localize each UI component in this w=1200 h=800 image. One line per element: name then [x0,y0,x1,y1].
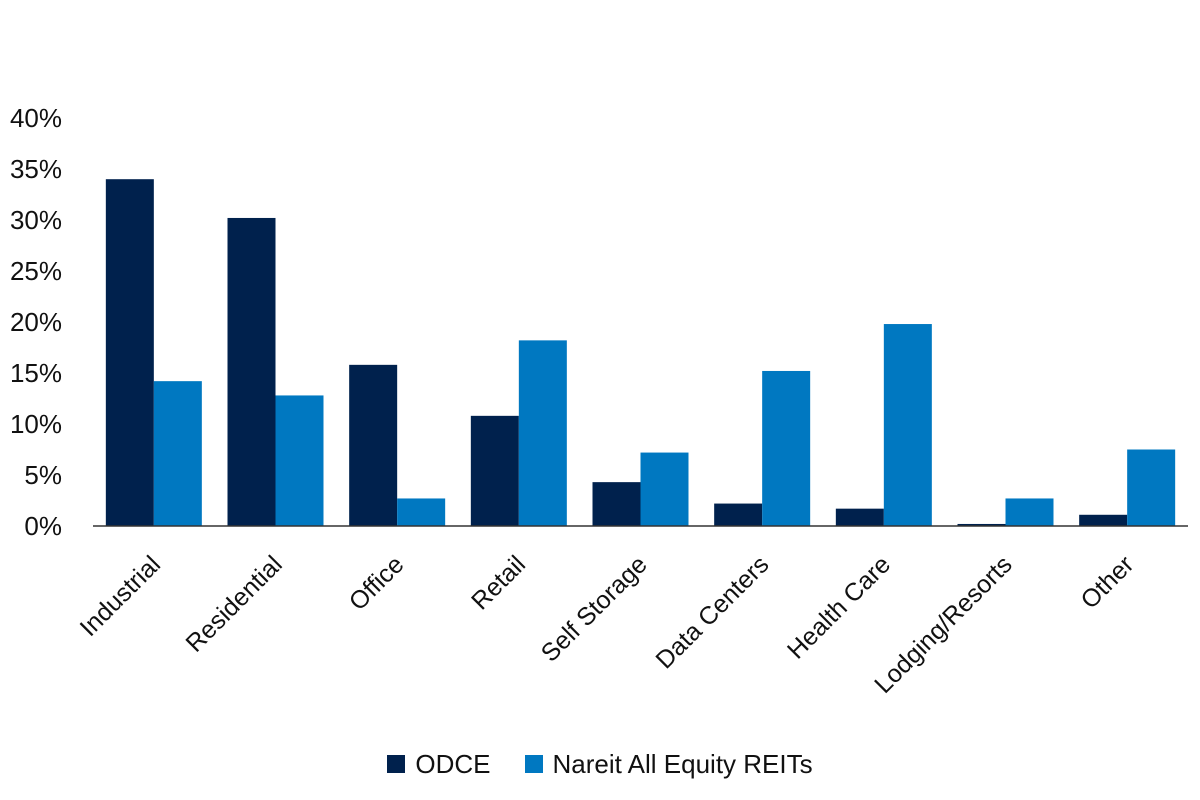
bar-nareit [1005,498,1054,526]
bar-odce [227,217,276,526]
x-axis: Industrial Residential Office Retail Self St… [75,550,1140,699]
bar-nareit [275,395,324,526]
y-tick-label: 15% [10,358,62,388]
legend-item-nareit: Nareit All Equity REITs [524,748,813,780]
bar-nareit [1127,449,1176,526]
y-tick-label: 30% [10,205,62,235]
y-tick-label: 10% [10,409,62,439]
bar-odce [470,415,519,526]
x-tick-label: Residential [180,550,287,657]
y-tick-label: 5% [24,460,62,490]
bar-nareit [397,498,446,526]
bar-odce [835,508,884,526]
y-tick-label: 35% [10,154,62,184]
bar-odce [592,482,641,526]
y-axis: 0% 5% 10% 15% 20% 25% 30% 35% 40% [10,103,62,541]
chart-canvas: 0% 5% 10% 15% 20% 25% 30% 35% 40% Industrial Resi… [10,103,1188,699]
bar-odce [714,503,763,526]
x-tick-label: Retail [466,550,531,615]
legend-swatch-nareit [524,755,543,773]
x-tick-label: Industrial [75,550,167,642]
legend-label-odce: ODCE [415,748,491,779]
y-tick-label: 0% [24,511,62,541]
bar-nareit [883,324,932,526]
bar-nareit [518,340,567,526]
x-tick-label: Other [1075,550,1139,614]
bar-odce [1079,514,1128,526]
bar-nareit [153,381,202,526]
bar-nareit [762,370,811,526]
bars [105,179,1176,526]
legend-item-odce: ODCE [387,748,491,780]
legend-label-nareit: Nareit All Equity REITs [552,748,813,779]
x-tick-label: Self Storage [536,550,653,667]
x-tick-label: Data Centers [650,550,774,674]
bar-odce [349,364,398,526]
y-tick-label: 25% [10,256,62,286]
y-tick-label: 20% [10,307,62,337]
bar-odce [105,179,154,526]
legend: ODCE Nareit All Equity REITs [0,744,1200,784]
x-tick-label: Health Care [782,550,896,664]
legend-swatch-odce [387,755,406,773]
bar-nareit [640,452,689,526]
x-tick-label: Office [344,550,410,616]
y-tick-label: 40% [10,103,62,133]
bar-odce [957,523,1006,526]
